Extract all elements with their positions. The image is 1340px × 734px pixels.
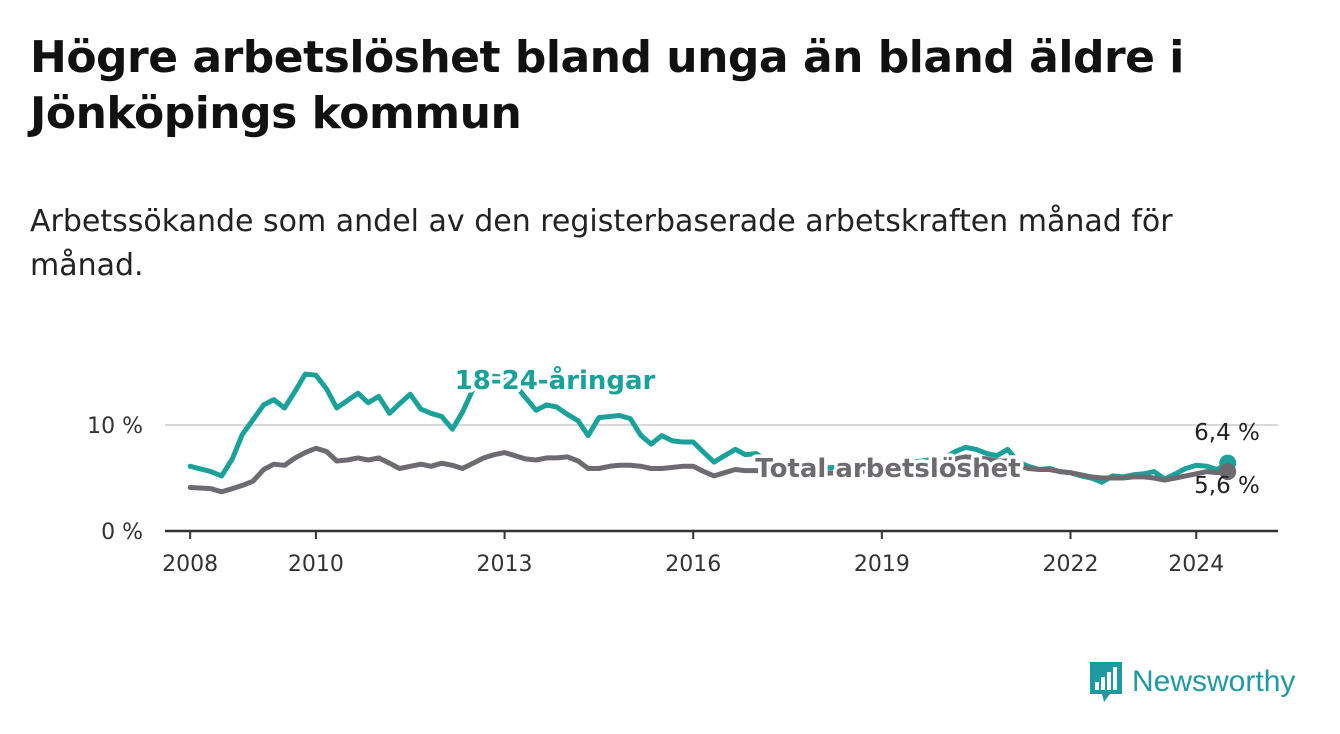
chart-subtitle: Arbetssökande som andel av den registerb… xyxy=(30,204,1173,283)
total-end-marker xyxy=(1219,463,1237,481)
x-tick-label: 2013 xyxy=(477,552,533,577)
x-tick-label: 2008 xyxy=(162,552,218,577)
x-tick-label: 2016 xyxy=(665,552,721,577)
x-tick-label: 2024 xyxy=(1168,552,1224,577)
total-series-line xyxy=(187,445,1231,495)
series-lines xyxy=(187,371,1237,495)
newsworthy-logo-text: Newsworthy xyxy=(1132,665,1296,698)
total-series-label: Total arbetslöshet xyxy=(755,454,1020,484)
y-tick-label: 0 % xyxy=(101,520,143,545)
chart-title: Högre arbetslöshet bland unga än bland ä… xyxy=(30,32,1184,139)
youth-series-line xyxy=(187,371,1231,485)
total-end-value-label: 5,6 % xyxy=(1194,473,1260,499)
youth-series-label: 18-24-åringar xyxy=(455,364,656,396)
y-tick-label: 10 % xyxy=(87,414,143,439)
youth-end-value-label: 6,4 % xyxy=(1194,420,1260,446)
newsworthy-logo: Newsworthy xyxy=(1088,660,1295,704)
newsworthy-logo-icon xyxy=(1090,662,1122,702)
chart-labels: 0 % 10 % 2008 2010 2013 2016 2019 2022 2024 18-24… xyxy=(87,361,1260,578)
x-tick-label: 2010 xyxy=(288,552,344,577)
x-tick-label: 2019 xyxy=(854,552,910,577)
x-axis xyxy=(165,529,1278,539)
x-tick-label: 2022 xyxy=(1042,552,1098,577)
